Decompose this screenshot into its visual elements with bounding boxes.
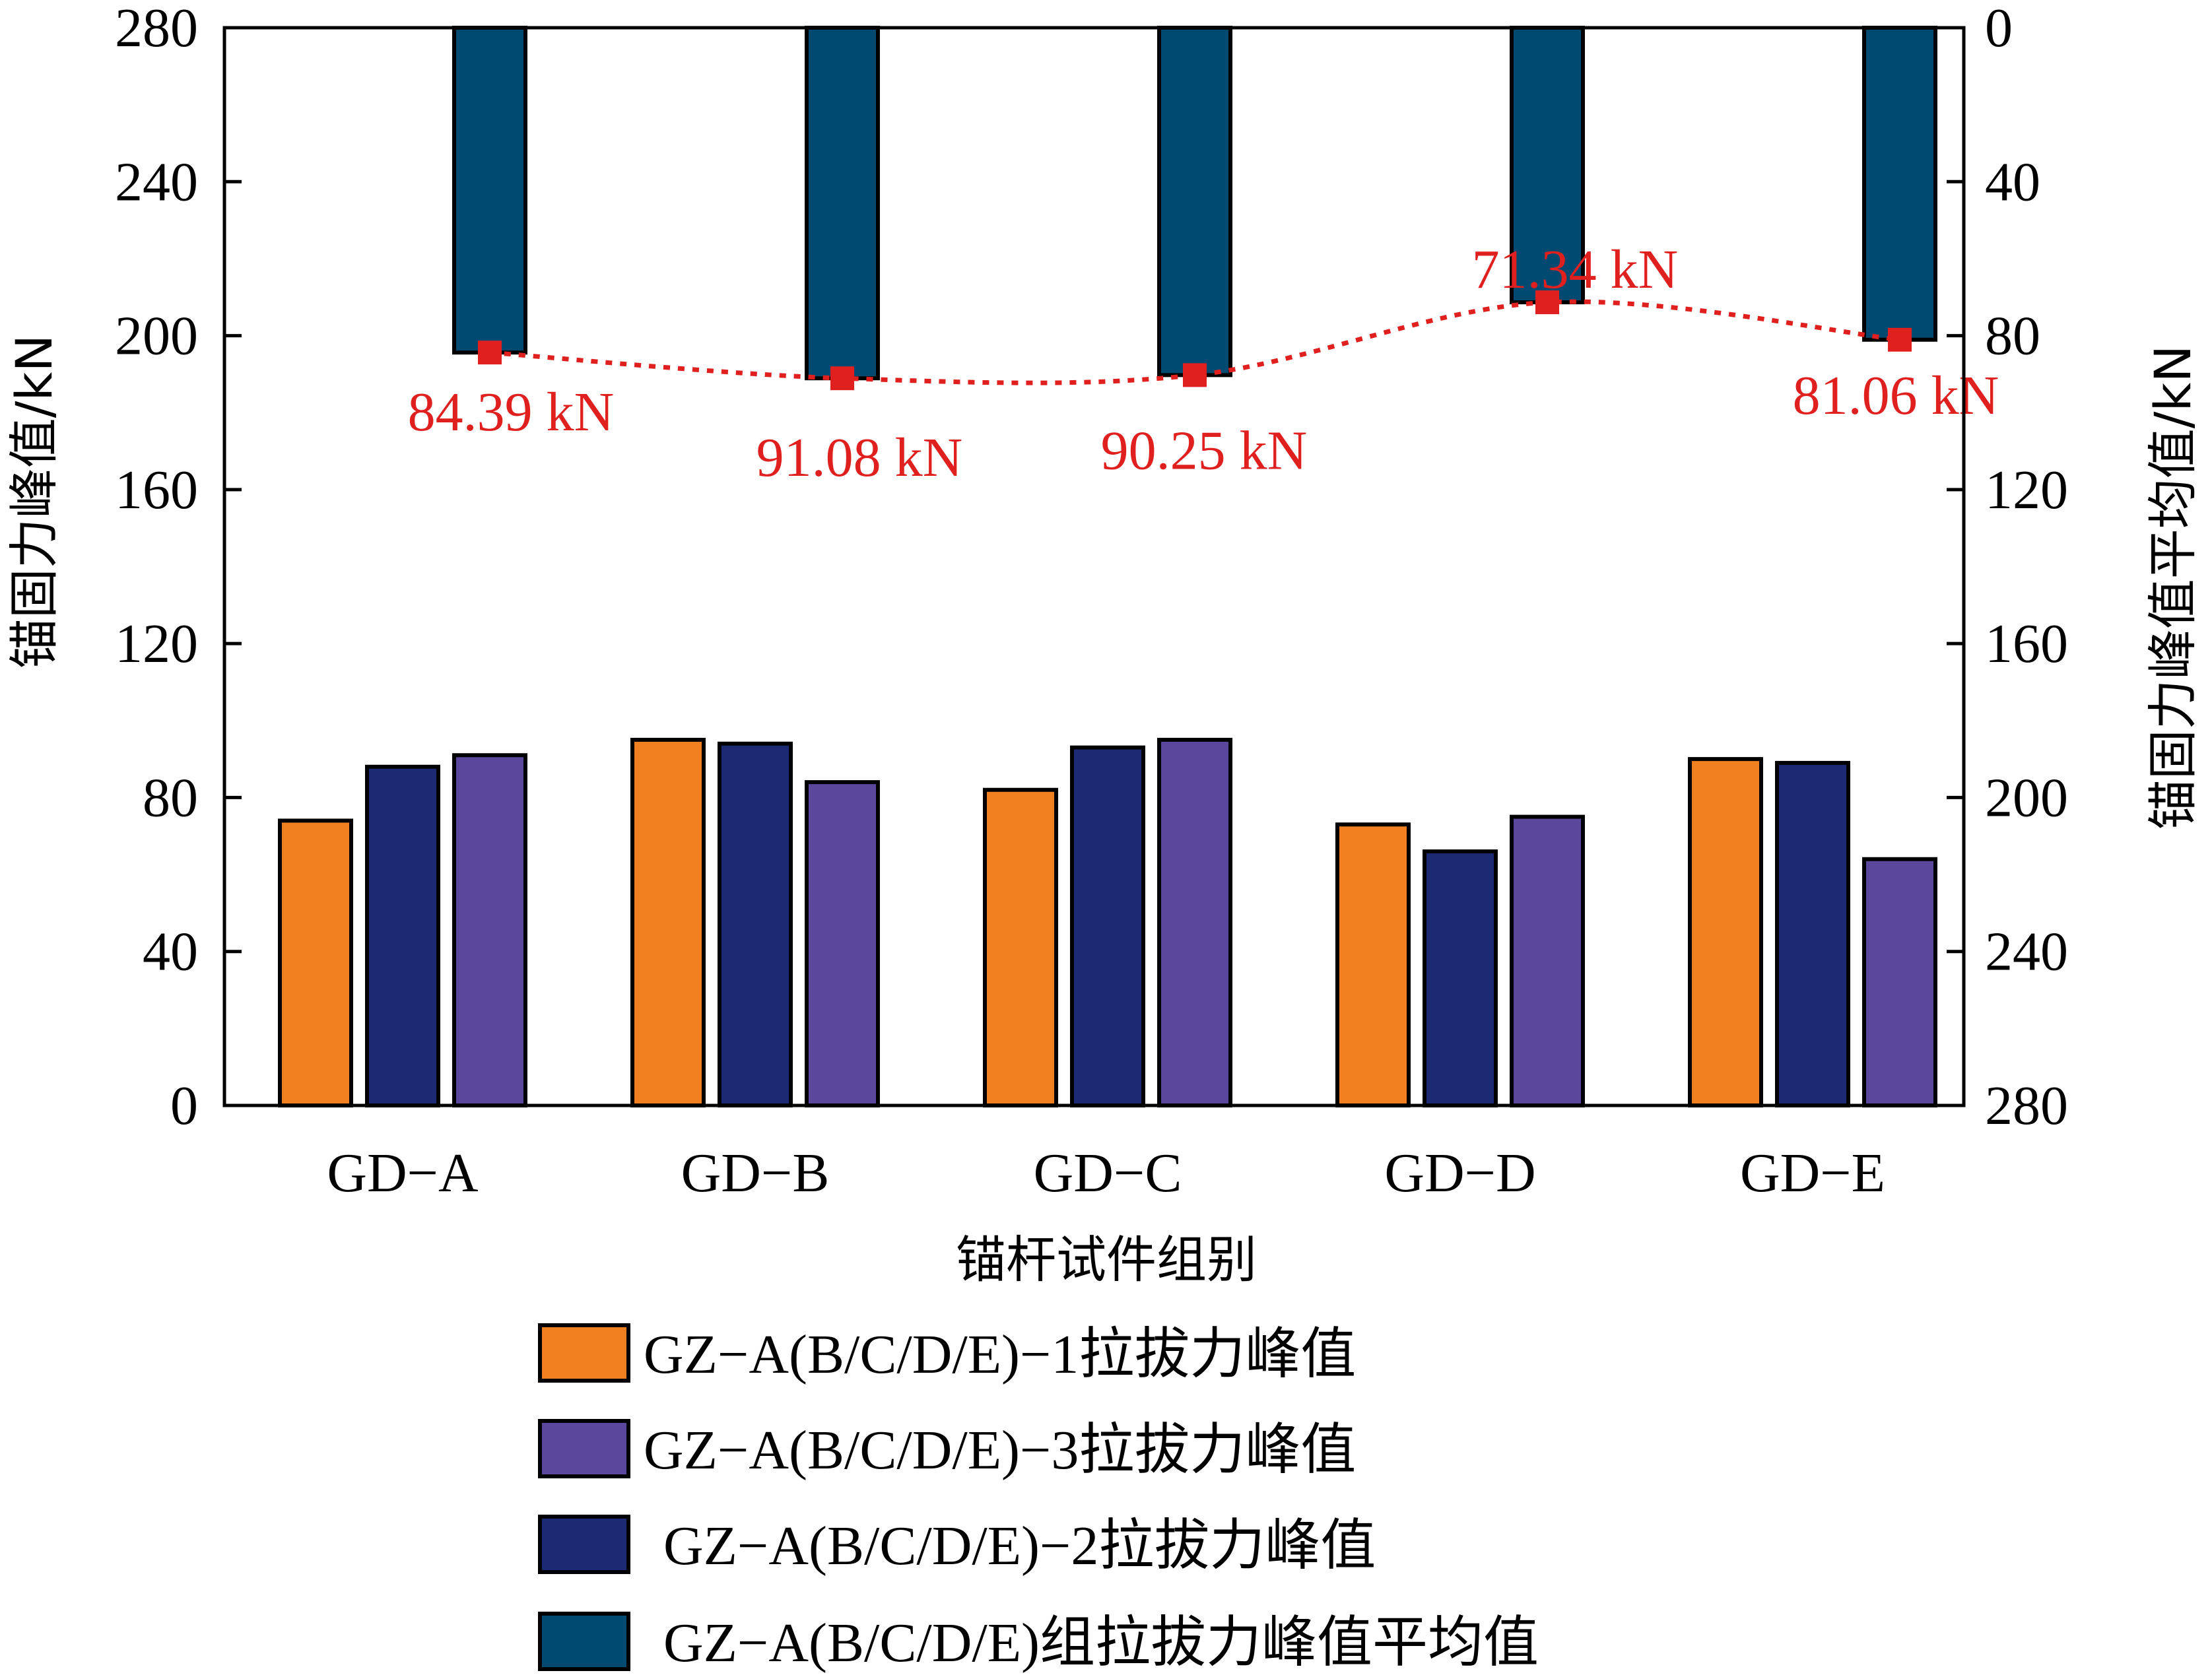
- left-tick-label-40: 40: [143, 921, 198, 983]
- average-bar-2: [1157, 26, 1232, 378]
- bar-1-2: [983, 787, 1058, 1107]
- right-tick-label-160: 160: [1985, 613, 2068, 674]
- right-tick-label-120: 120: [1985, 459, 2068, 521]
- legend-label-3: GZ−A(B/C/D/E)组拉拔力峰值平均值: [663, 1612, 1539, 1674]
- average-marker-0: [478, 341, 502, 365]
- average-bar-3: [1510, 26, 1585, 305]
- category-label-1: GD−B: [681, 1142, 830, 1204]
- average-value-label-0: 84.39 kN: [408, 381, 615, 443]
- legend-swatch-0: [538, 1323, 630, 1383]
- legend-label-1: GZ−A(B/C/D/E)−3拉拔力峰值: [644, 1420, 1356, 1481]
- left-tick-label-80: 80: [143, 767, 198, 828]
- bar-1-0: [278, 818, 353, 1107]
- right-tick-label-80: 80: [1985, 306, 2040, 367]
- average-value-label-2: 90.25 kN: [1101, 420, 1308, 481]
- category-label-4: GD−E: [1740, 1142, 1885, 1204]
- left-tick-label-0: 0: [170, 1075, 198, 1136]
- left-tick-label-280: 280: [115, 0, 198, 59]
- left-tick-label-240: 240: [115, 151, 198, 213]
- bar-3-3: [1510, 814, 1585, 1107]
- legend-swatch-3: [538, 1612, 630, 1671]
- x-axis-title: 锚杆试件组别: [956, 1230, 1257, 1289]
- bar-2-3: [1423, 849, 1498, 1108]
- average-layer: 84.39 kN 91.08 kN 90.25 kN 71.34 kN 81.06 kN: [408, 239, 1999, 488]
- average-trend-line: [489, 299, 1900, 385]
- axes-layer: 0 40 80 120 160 200 240 280 0 40 80 120 160 200 240 280…: [115, 0, 2068, 1204]
- bar-1-3: [1335, 822, 1411, 1107]
- average-value-label-4: 81.06 kN: [1793, 365, 1999, 426]
- average-bar-0: [452, 26, 527, 355]
- bar-3-0: [452, 753, 527, 1107]
- legend-swatch-2: [538, 1515, 630, 1574]
- plot-frame: [222, 26, 1966, 1107]
- category-label-0: GD−A: [327, 1142, 479, 1204]
- category-label-3: GD−D: [1384, 1142, 1535, 1204]
- bar-2-1: [718, 741, 793, 1107]
- legend: GZ−A(B/C/D/E)−1拉拔力峰值 GZ−A(B/C/D/E)−3拉拔力峰值…: [538, 1323, 1539, 1674]
- bar-3-2: [1157, 737, 1232, 1107]
- bar-1-1: [630, 737, 706, 1107]
- average-marker-3: [1535, 290, 1559, 315]
- right-y-axis-title: 锚固力峰值平均值/kN: [2143, 345, 2202, 830]
- bars-layer: [278, 26, 1937, 1108]
- left-tick-label-160: 160: [115, 459, 198, 521]
- right-tick-label-280: 280: [1985, 1075, 2068, 1136]
- right-tick-label-200: 200: [1985, 767, 2068, 828]
- average-bar-1: [805, 26, 880, 381]
- left-tick-label-120: 120: [115, 613, 198, 674]
- average-marker-2: [1183, 363, 1207, 387]
- bar-2-4: [1775, 760, 1850, 1108]
- bar-3-1: [805, 780, 880, 1107]
- bar-3-4: [1862, 857, 1937, 1107]
- legend-swatch-1: [538, 1419, 630, 1478]
- legend-label-2: GZ−A(B/C/D/E)−2拉拔力峰值: [663, 1515, 1376, 1577]
- right-tick-label-0: 0: [1985, 0, 2013, 59]
- bar-1-4: [1688, 757, 1763, 1108]
- average-value-label-3: 71.34 kN: [1472, 239, 1679, 300]
- average-value-label-1: 91.08 kN: [756, 427, 963, 488]
- legend-label-0: GZ−A(B/C/D/E)−1拉拔力峰值: [644, 1324, 1356, 1385]
- average-marker-1: [830, 366, 854, 391]
- average-bar-4: [1862, 26, 1937, 342]
- right-tick-label-40: 40: [1985, 151, 2040, 213]
- right-tick-label-240: 240: [1985, 921, 2068, 983]
- left-tick-label-200: 200: [115, 306, 198, 367]
- average-marker-4: [1888, 327, 1912, 352]
- category-label-2: GD−C: [1034, 1142, 1182, 1204]
- bar-2-0: [365, 764, 440, 1108]
- bar-2-2: [1070, 745, 1145, 1107]
- left-y-axis-title: 锚固力峰值/kN: [5, 335, 63, 669]
